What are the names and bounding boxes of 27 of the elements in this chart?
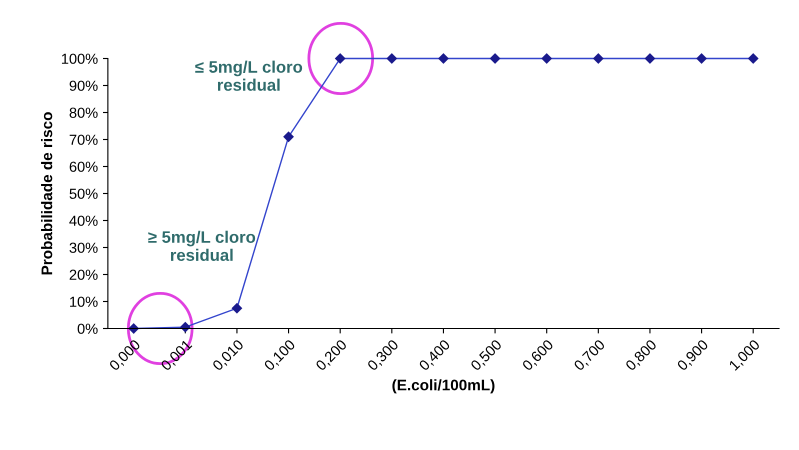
point [696, 53, 707, 64]
annotation: ≥ 5mg/L cloro residual [148, 230, 256, 261]
point [542, 53, 552, 64]
y-tick-label: 80% [70, 108, 98, 118]
y-tick-label: 10% [70, 296, 98, 307]
point [128, 323, 139, 334]
y-tick-label: 70% [70, 134, 98, 145]
point [593, 53, 604, 64]
annotation: ≤ 5mg/L cloro residual [195, 60, 302, 91]
point [335, 53, 346, 64]
y-axis-title: Probabilidade de risco [41, 112, 52, 274]
y-tick-label: 20% [70, 270, 98, 280]
y-tick-label: 100% [62, 54, 98, 64]
y-tick-label: 40% [69, 216, 98, 226]
y-tick-label: 30% [70, 242, 98, 253]
y-tick-label: 50% [70, 188, 98, 199]
y-tick-label: 60% [70, 162, 98, 172]
point [490, 53, 500, 64]
point [748, 53, 758, 64]
point [386, 53, 397, 64]
point [283, 132, 294, 142]
y-tick-label: 90% [70, 80, 98, 91]
point [232, 303, 242, 314]
x-axis-title: (E.coli/100mL) [392, 379, 494, 394]
point [438, 53, 449, 64]
point [644, 53, 656, 64]
y-tick-label: 0% [78, 324, 98, 334]
